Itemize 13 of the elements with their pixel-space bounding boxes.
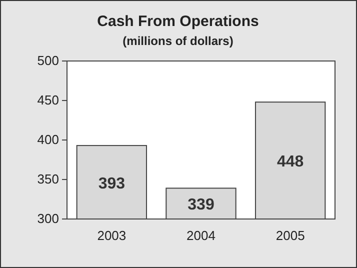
y-tick-label: 400 [37, 132, 59, 148]
x-tick-label: 2004 [186, 228, 216, 244]
data-label: 393 [98, 175, 126, 192]
y-tick-label: 450 [37, 92, 59, 108]
chart-subtitle: (millions of dollars) [122, 34, 234, 48]
y-tick-label: 300 [37, 211, 59, 226]
data-label: 339 [188, 196, 214, 214]
data-label: 448 [276, 154, 304, 171]
chart-title: Cash From Operations [97, 13, 259, 30]
x-tick-label: 2005 [276, 228, 305, 244]
x-tick-label: 2003 [97, 228, 126, 244]
y-tick-label: 350 [37, 172, 59, 187]
y-tick-label: 500 [37, 53, 59, 68]
